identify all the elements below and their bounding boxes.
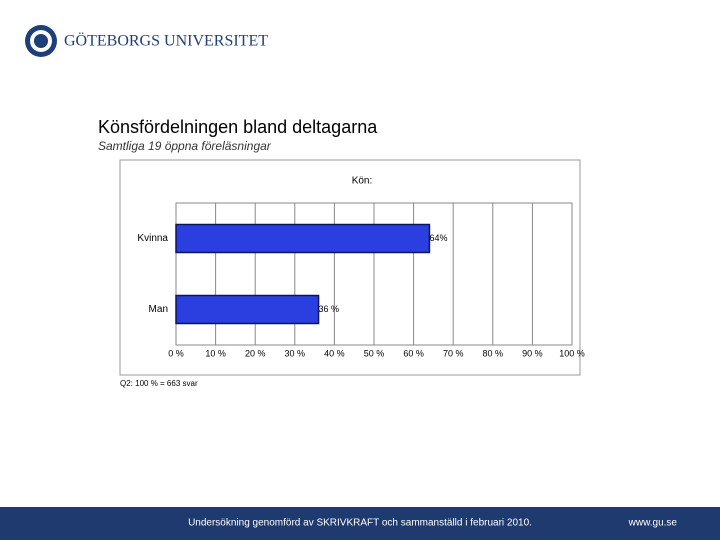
x-tick-label: 90 % [522,348,543,358]
value-label: 36 % [319,304,340,314]
logo [25,25,57,57]
chart-title: Kön: [352,176,373,187]
x-tick-label: 20 % [245,348,266,358]
value-label: 64% [429,233,447,243]
y-tick-label: Man [149,304,168,315]
slide-title: Könsfördelningen bland deltagarna [98,117,378,137]
x-tick-label: 80 % [483,348,504,358]
x-tick-label: 50 % [364,348,385,358]
x-tick-label: 30 % [285,348,306,358]
slide-subtitle: Samtliga 19 öppna föreläsningar [98,139,272,153]
y-tick-label: Kvinna [137,233,168,244]
chart-note: Q2: 100 % = 663 svar [120,379,198,388]
university-name: GÖTEBORGS UNIVERSITET [64,32,268,50]
footer-bar [0,507,720,540]
bar [175,223,431,254]
x-tick-label: 0 % [168,348,184,358]
footer-url: www.gu.se [628,518,678,529]
x-tick-label: 10 % [205,348,226,358]
x-tick-label: 60 % [403,348,424,358]
footer-text: Undersökning genomförd av SKRIVKRAFT och… [188,518,532,529]
x-tick-label: 100 % [559,348,585,358]
bar [175,294,320,325]
x-tick-label: 70 % [443,348,464,358]
x-tick-label: 40 % [324,348,345,358]
